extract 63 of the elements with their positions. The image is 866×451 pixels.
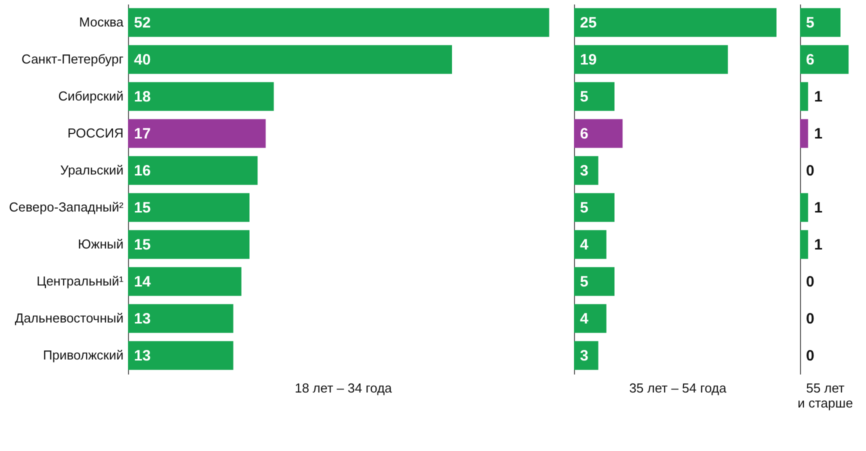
bar bbox=[128, 156, 258, 185]
x-axis-title: 35 лет – 54 года bbox=[629, 380, 728, 396]
data-label: 13 bbox=[134, 310, 151, 328]
data-label: 19 bbox=[580, 52, 597, 68]
data-label: 15 bbox=[134, 236, 151, 254]
bar bbox=[574, 267, 614, 296]
y-tick-label: Северо-Западный² bbox=[9, 200, 124, 214]
data-label: 5 bbox=[580, 274, 588, 290]
data-label: 3 bbox=[580, 162, 588, 180]
bar bbox=[128, 119, 266, 148]
bar bbox=[128, 341, 234, 370]
data-label: 17 bbox=[134, 126, 151, 142]
bar bbox=[574, 341, 598, 370]
y-tick-label: Москва bbox=[79, 14, 124, 30]
bar bbox=[574, 8, 776, 37]
data-label: 1 bbox=[814, 236, 822, 254]
data-label: 0 bbox=[806, 348, 814, 364]
data-label: 13 bbox=[134, 348, 151, 364]
x-axis-title: 18 лет – 34 года bbox=[294, 380, 393, 396]
bar bbox=[574, 230, 606, 259]
y-tick-label: Сибирский bbox=[58, 88, 124, 104]
bar bbox=[128, 45, 452, 74]
data-label: 6 bbox=[806, 52, 814, 68]
data-label: 6 bbox=[580, 126, 588, 142]
y-tick-label: РОССИЯ bbox=[67, 126, 124, 140]
bar bbox=[574, 45, 728, 74]
bar bbox=[574, 193, 614, 222]
data-label: 5 bbox=[806, 14, 814, 32]
data-label: 0 bbox=[806, 310, 814, 328]
y-tick-label: Южный bbox=[78, 236, 124, 252]
bar bbox=[574, 119, 623, 148]
data-label: 16 bbox=[134, 162, 151, 180]
bar bbox=[574, 304, 606, 333]
bar bbox=[128, 230, 250, 259]
bar bbox=[128, 82, 274, 111]
y-tick-label: Приволжский bbox=[42, 348, 124, 362]
data-label: 1 bbox=[814, 200, 822, 216]
y-tick-label: Дальневосточный bbox=[14, 310, 124, 326]
data-label: 3 bbox=[580, 348, 588, 364]
data-label: 1 bbox=[814, 126, 822, 142]
data-label: 14 bbox=[134, 274, 152, 290]
bar bbox=[128, 8, 550, 37]
y-tick-label: Санкт-Петербург bbox=[22, 52, 124, 66]
data-label: 4 bbox=[580, 310, 589, 328]
x-axis-title: 55 лет и старше bbox=[798, 380, 853, 410]
data-label: 0 bbox=[806, 274, 814, 290]
data-label: 15 bbox=[134, 200, 151, 216]
data-label: 0 bbox=[806, 162, 814, 180]
data-label: 4 bbox=[580, 236, 589, 254]
data-label: 5 bbox=[580, 200, 588, 216]
bar bbox=[574, 156, 598, 185]
data-label: 40 bbox=[134, 52, 151, 68]
bar bbox=[128, 267, 242, 296]
data-label: 25 bbox=[580, 14, 597, 32]
bar bbox=[128, 304, 234, 333]
data-label: 52 bbox=[134, 14, 151, 32]
y-tick-label: Центральный¹ bbox=[36, 274, 124, 288]
data-label: 5 bbox=[580, 88, 588, 106]
bar bbox=[574, 82, 614, 111]
y-tick-label: Уральский bbox=[60, 162, 124, 178]
bar bbox=[128, 193, 250, 222]
data-label: 18 bbox=[134, 88, 151, 106]
data-label: 1 bbox=[814, 88, 822, 106]
